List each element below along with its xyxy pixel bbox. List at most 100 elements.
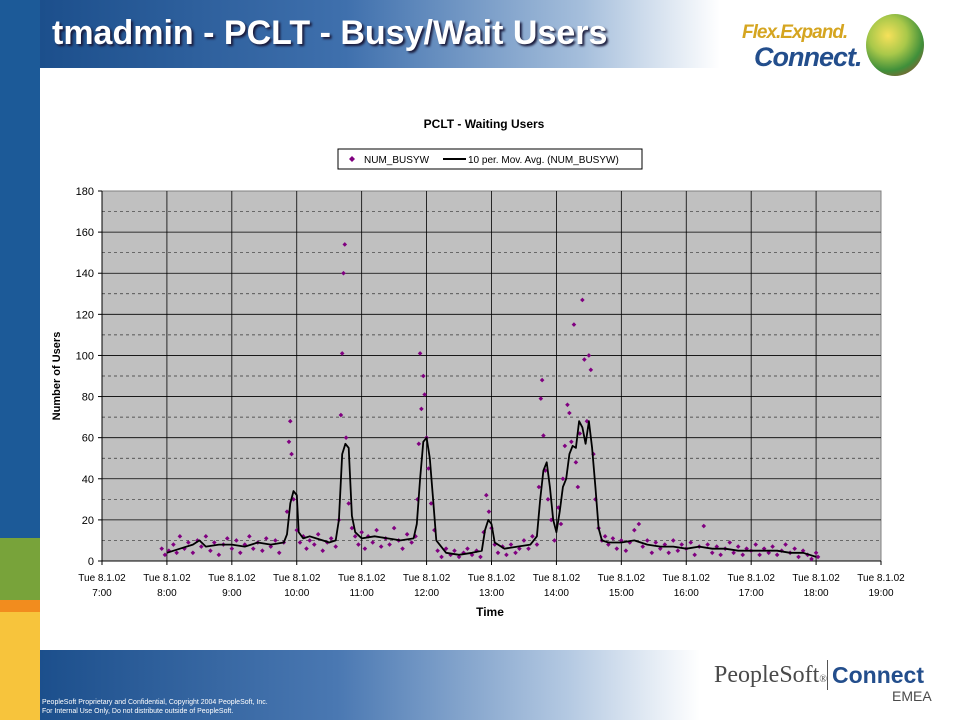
data-point: [234, 538, 239, 543]
data-point: [208, 548, 213, 554]
data-point: [311, 542, 317, 547]
footer-copyright: PeopleSoft Proprietary and Confidential,…: [42, 698, 268, 716]
side-bar-blue: [0, 0, 40, 538]
data-point: [800, 548, 806, 554]
data-point: [586, 353, 592, 358]
data-point: [422, 392, 427, 397]
data-point: [815, 554, 821, 560]
data-point: [792, 546, 797, 551]
data-point: [276, 550, 282, 556]
data-point: [452, 548, 457, 554]
data-point: [727, 540, 733, 545]
data-point: [588, 367, 594, 373]
x-tick-label-time: 8:00: [157, 588, 177, 599]
y-tick-label: 0: [88, 556, 94, 568]
data-point: [539, 377, 545, 383]
brand-divider: [827, 660, 828, 690]
data-point: [370, 540, 376, 545]
data-point: [216, 552, 222, 558]
data-point: [757, 552, 762, 558]
data-point: [709, 550, 715, 556]
data-point: [315, 531, 321, 537]
data-point: [465, 546, 470, 551]
data-point: [584, 418, 590, 424]
data-point: [346, 501, 351, 506]
data-point: [229, 546, 235, 551]
x-tick-label-date: Tue 8.1.02: [533, 573, 581, 584]
data-point: [521, 538, 527, 543]
data-point: [291, 497, 296, 502]
x-tick-label-date: Tue 8.1.02: [792, 573, 840, 584]
data-point: [195, 538, 200, 543]
data-point: [224, 536, 230, 541]
data-point: [809, 556, 814, 562]
data-point: [435, 548, 440, 554]
x-tick-label-date: Tue 8.1.02: [403, 573, 451, 584]
data-point: [495, 550, 501, 556]
legend-label-line: 10 per. Mov. Avg. (NUM_BUSYW): [468, 155, 619, 166]
brand-name: PeopleSoft®: [714, 662, 827, 689]
data-point: [237, 550, 243, 556]
x-tick-label-time: 13:00: [479, 588, 504, 599]
y-tick-label: 100: [76, 350, 94, 362]
data-point: [260, 548, 265, 554]
data-point: [177, 534, 183, 539]
data-point: [796, 554, 801, 560]
y-tick-label: 120: [76, 309, 94, 321]
data-point: [287, 418, 293, 424]
data-point: [268, 544, 274, 549]
data-point: [443, 546, 449, 551]
x-tick-label-date: Tue 8.1.02: [663, 573, 711, 584]
y-tick-label: 160: [76, 227, 94, 239]
data-point: [456, 554, 462, 560]
side-bar-orange: [0, 600, 40, 612]
data-point: [701, 523, 707, 529]
data-point: [517, 546, 522, 551]
x-tick-label-time: 10:00: [284, 588, 309, 599]
data-point: [415, 497, 420, 502]
data-point: [349, 525, 355, 531]
y-tick-label: 40: [82, 474, 94, 486]
data-point: [250, 546, 256, 551]
footer-line-1: PeopleSoft Proprietary and Confidential,…: [42, 699, 268, 706]
data-point: [575, 484, 581, 490]
x-tick-label-time: 16:00: [674, 588, 699, 599]
data-point: [731, 550, 736, 556]
data-point: [538, 396, 544, 401]
x-tick-label-date: Tue 8.1.02: [857, 573, 905, 584]
data-point: [657, 546, 663, 551]
data-point: [242, 542, 248, 547]
data-point: [573, 460, 579, 465]
data-point: [670, 538, 676, 543]
data-point: [199, 544, 204, 549]
data-point: [534, 542, 540, 547]
legend-box: [337, 148, 643, 170]
data-point: [203, 534, 209, 539]
x-tick-label-date: Tue 8.1.02: [78, 573, 126, 584]
data-point: [813, 550, 819, 556]
legend-label-scatter: NUM_BUSYW: [364, 155, 430, 166]
data-point: [662, 542, 668, 547]
chart-title: PCLT - Waiting Users: [424, 117, 545, 131]
y-tick-label: 180: [76, 186, 94, 198]
data-point: [567, 410, 572, 416]
brand-connect: Connect: [832, 662, 924, 688]
data-point: [428, 501, 434, 506]
data-point: [162, 552, 168, 558]
data-point: [263, 536, 269, 541]
flex-expand-connect-logo: Flex.Expand. Connect.: [742, 14, 942, 80]
data-point: [705, 542, 710, 547]
data-point: [352, 534, 358, 539]
side-bar-green: [0, 538, 40, 600]
data-point: [247, 534, 252, 539]
data-point: [623, 548, 629, 554]
data-point: [783, 542, 788, 547]
data-point: [504, 552, 509, 558]
data-point: [362, 546, 368, 551]
data-point: [513, 550, 518, 556]
data-point: [688, 540, 694, 545]
data-point: [770, 544, 775, 549]
data-point: [426, 466, 431, 471]
data-point: [400, 546, 405, 551]
data-point: [338, 412, 344, 418]
